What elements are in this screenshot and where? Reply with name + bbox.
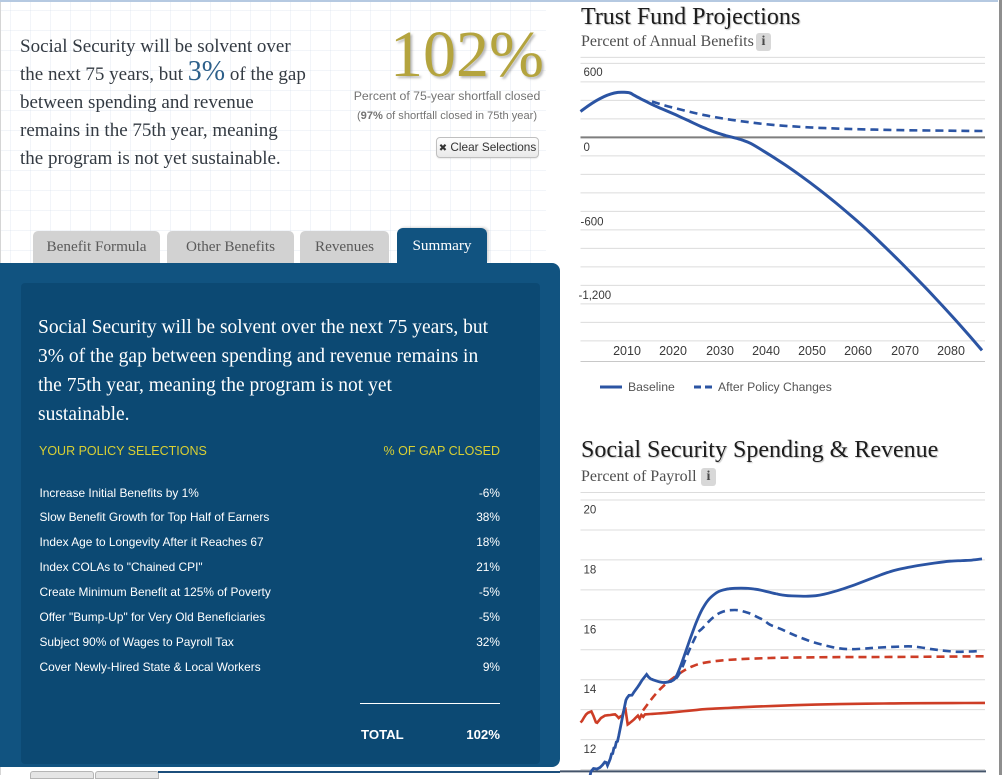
svg-text:2010: 2010 xyxy=(613,344,641,358)
svg-text:0: 0 xyxy=(584,142,590,154)
svg-text:14: 14 xyxy=(584,684,597,696)
svg-text:-600: -600 xyxy=(581,217,604,229)
svg-text:12: 12 xyxy=(584,744,597,756)
svg-text:2070: 2070 xyxy=(891,344,919,358)
svg-text:600: 600 xyxy=(584,67,603,79)
svg-text:2040: 2040 xyxy=(752,344,780,358)
svg-text:2050: 2050 xyxy=(798,344,826,358)
svg-text:16: 16 xyxy=(584,625,597,637)
svg-text:2030: 2030 xyxy=(706,344,734,358)
svg-text:18: 18 xyxy=(584,565,597,577)
svg-text:2060: 2060 xyxy=(844,344,872,358)
svg-text:2020: 2020 xyxy=(659,344,687,358)
svg-text:-1,200: -1,200 xyxy=(579,290,612,302)
svg-text:20: 20 xyxy=(584,505,597,517)
svg-text:2080: 2080 xyxy=(937,344,965,358)
